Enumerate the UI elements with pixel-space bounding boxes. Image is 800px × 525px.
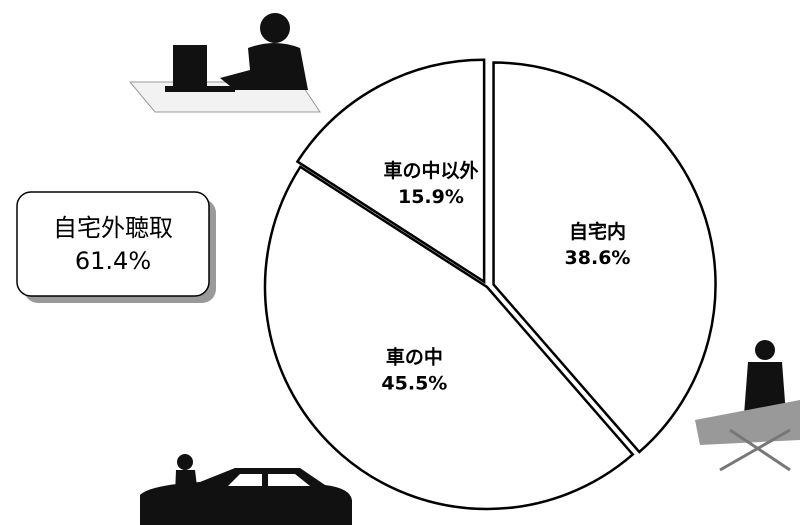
ironing-icon	[695, 340, 800, 472]
annotation-box	[16, 191, 210, 297]
annotation-value: 61.4%	[75, 247, 151, 275]
pie-slice	[263, 165, 635, 511]
car-icon	[140, 454, 352, 525]
pie-slice	[492, 61, 717, 454]
pie-slice	[295, 58, 486, 285]
office-icon	[128, 13, 321, 113]
slice-value: 15.9%	[398, 186, 464, 208]
slice-value: 45.5%	[381, 372, 447, 394]
slice-label: 自宅内	[569, 220, 626, 243]
slice-value: 38.6%	[565, 247, 631, 269]
annotation-text: 自宅外聴取	[53, 214, 173, 242]
slice-label: 車の中以外	[383, 159, 478, 182]
slice-label: 車の中	[386, 345, 443, 368]
